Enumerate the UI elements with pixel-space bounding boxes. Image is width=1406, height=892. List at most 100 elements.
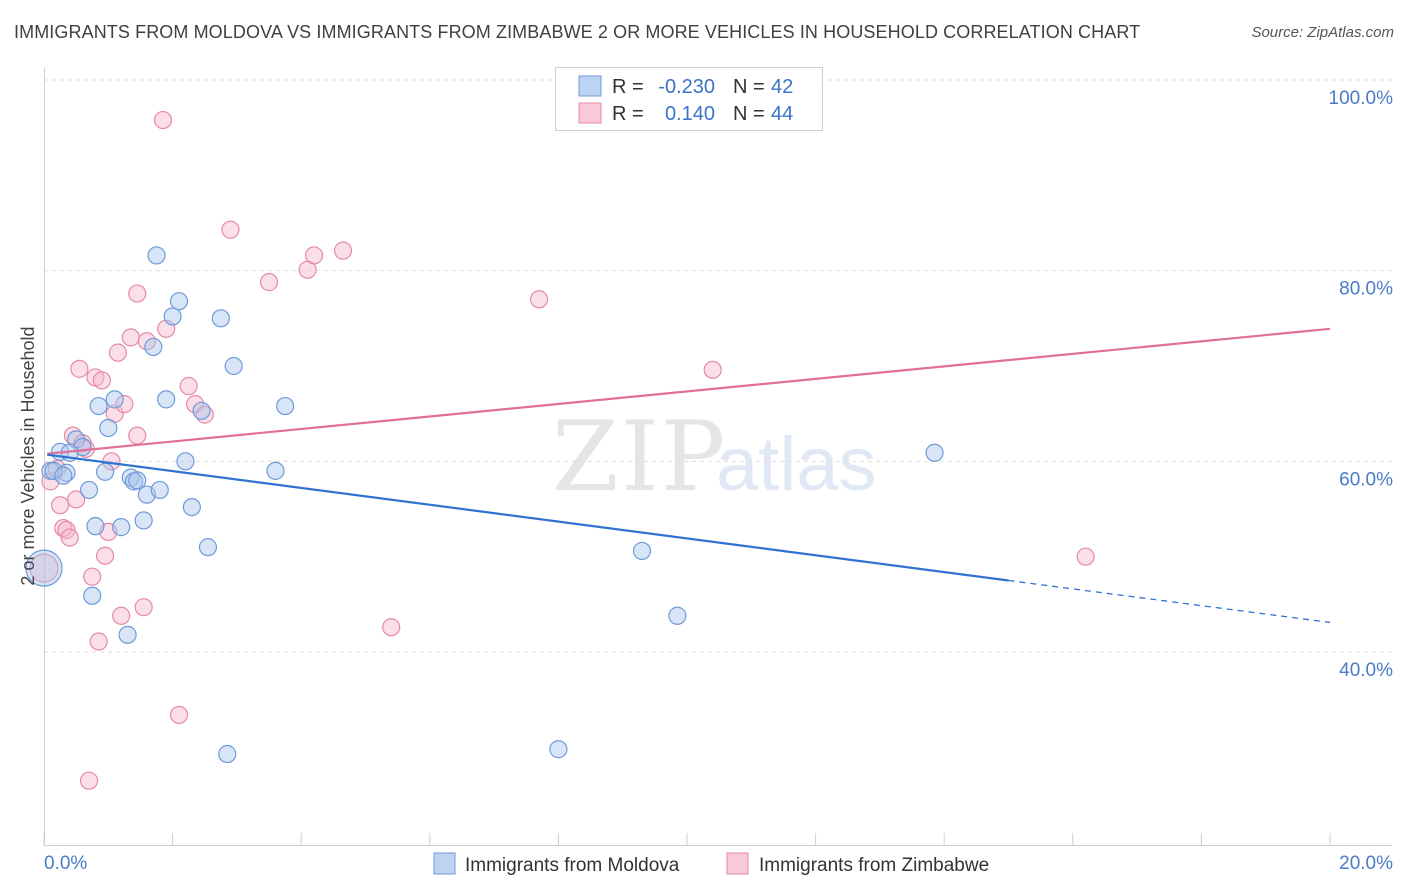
moldova-point (157, 390, 176, 409)
moldova-point (198, 538, 218, 557)
zimbabwe-point (304, 246, 324, 265)
moldova-point (192, 401, 211, 420)
y-tick-labels: 40.0% 60.0% 80.0% 100.0% (1329, 88, 1394, 681)
moldova-trend-extension (1008, 579, 1331, 624)
moldova-point (632, 541, 652, 561)
moldova-point (668, 606, 687, 625)
series-legend: Immigrants from Moldova Immigrants from … (433, 852, 989, 876)
y-tick-label-80: 80.0% (1339, 279, 1393, 300)
zimbabwe-point (112, 606, 131, 625)
moldova-point (134, 511, 153, 530)
zimbabwe-point (92, 371, 111, 390)
legend-n-value-2: 44 (771, 103, 793, 125)
moldova-point (144, 337, 163, 357)
zimbabwe-point (89, 632, 108, 651)
y-axis-title: 2 or more Vehicles in Household (18, 326, 38, 585)
zimbabwe-point (703, 360, 722, 379)
zimbabwe-point (153, 110, 173, 130)
bottom-swatch-moldova (433, 852, 456, 875)
y-tick-label-60: 60.0% (1339, 469, 1393, 490)
zimbabwe-point (50, 496, 70, 515)
source-label: Source: ZipAtlas.com (1251, 24, 1394, 41)
zimbabwe-point (83, 567, 102, 586)
legend-swatch-moldova (578, 75, 602, 97)
moldova-point (925, 443, 944, 462)
zimbabwe-point (382, 618, 401, 637)
moldova-point (128, 471, 147, 490)
legend-r-label-2: R = (612, 103, 644, 125)
zimbabwe-point (108, 343, 128, 362)
moldova-point (54, 466, 73, 485)
zimbabwe-point (134, 598, 153, 617)
watermark-atlas: atlas (716, 422, 877, 507)
zimbabwe-point (60, 528, 79, 547)
axes (44, 68, 1392, 846)
moldova-point (95, 462, 115, 481)
moldova-point (118, 625, 137, 644)
y-tick-label-100: 100.0% (1329, 88, 1394, 109)
moldova-point (182, 497, 201, 517)
bottom-swatch-zimbabwe (726, 852, 749, 875)
zimbabwe-point (67, 490, 86, 509)
x-tick-label-20: 20.0% (1339, 853, 1393, 874)
zimbabwe-point (128, 284, 147, 303)
moldova-points (25, 246, 944, 764)
moldova-point (549, 740, 568, 759)
x-ticks (43, 833, 1331, 845)
y-tick-label-40: 40.0% (1339, 660, 1393, 681)
zimbabwe-point (79, 771, 99, 790)
bottom-legend-moldova: Immigrants from Moldova (465, 855, 680, 876)
zimbabwe-point (115, 395, 134, 414)
moldova-trend-line (47, 453, 1009, 582)
zimbabwe-point (179, 376, 198, 396)
moldova-point (83, 586, 102, 605)
moldova-point (211, 309, 230, 328)
moldova-point (105, 390, 124, 409)
zimbabwe-trend-line (47, 327, 1331, 455)
zimbabwe-point (128, 426, 147, 445)
moldova-point (79, 480, 99, 500)
gridlines (44, 79, 1392, 653)
watermark-zip: ZIP (552, 401, 727, 513)
moldova-point (266, 461, 285, 480)
chart-title: IMMIGRANTS FROM MOLDOVA VS IMMIGRANTS FR… (14, 22, 1141, 42)
moldova-point (150, 480, 169, 500)
legend-n-label-1: N = (733, 76, 765, 98)
zimbabwe-point (70, 359, 89, 378)
zimbabwe-point (121, 328, 140, 347)
moldova-point (163, 307, 182, 326)
moldova-point (99, 418, 118, 438)
moldova-point (112, 518, 131, 537)
moldova-point (276, 396, 295, 416)
moldova-point (218, 744, 237, 764)
moldova-point (224, 356, 243, 376)
legend-r-value-1: -0.230 (658, 76, 715, 98)
x-tick-label-0: 0.0% (44, 853, 87, 874)
moldova-point (25, 549, 63, 587)
zimbabwe-point (1076, 547, 1095, 566)
zimbabwe-point (333, 241, 353, 260)
moldova-point (169, 292, 189, 311)
bottom-legend-zimbabwe: Immigrants from Zimbabwe (759, 855, 989, 876)
moldova-point (147, 246, 166, 265)
zimbabwe-point (47, 459, 66, 479)
trend-lines (47, 327, 1331, 624)
zimbabwe-point (530, 290, 549, 309)
zimbabwe-point (29, 553, 59, 583)
legend-swatch-zimbabwe (578, 102, 602, 124)
zimbabwe-point (259, 273, 279, 292)
moldova-point (86, 517, 105, 536)
correlation-legend: R = -0.230 N = 42 R = 0.140 N = 44 (555, 67, 823, 131)
legend-r-label-1: R = (612, 76, 644, 98)
legend-n-value-1: 42 (771, 76, 793, 98)
legend-r-value-2: 0.140 (665, 103, 715, 125)
moldova-point (89, 396, 108, 416)
moldova-point (44, 461, 63, 480)
zimbabwe-point (95, 546, 115, 565)
zimbabwe-point (221, 220, 240, 239)
moldova-point (176, 452, 195, 471)
zimbabwe-points (29, 110, 1095, 790)
legend-n-label-2: N = (733, 103, 765, 125)
zimbabwe-point (54, 518, 73, 538)
